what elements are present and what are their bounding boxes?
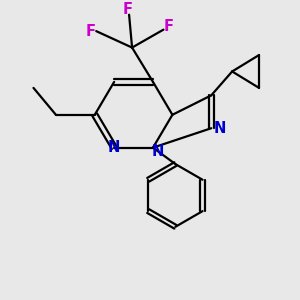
Text: F: F	[86, 24, 96, 39]
Text: F: F	[123, 2, 133, 17]
Text: N: N	[151, 144, 164, 159]
Text: N: N	[108, 140, 120, 155]
Text: F: F	[164, 19, 174, 34]
Text: N: N	[213, 121, 226, 136]
